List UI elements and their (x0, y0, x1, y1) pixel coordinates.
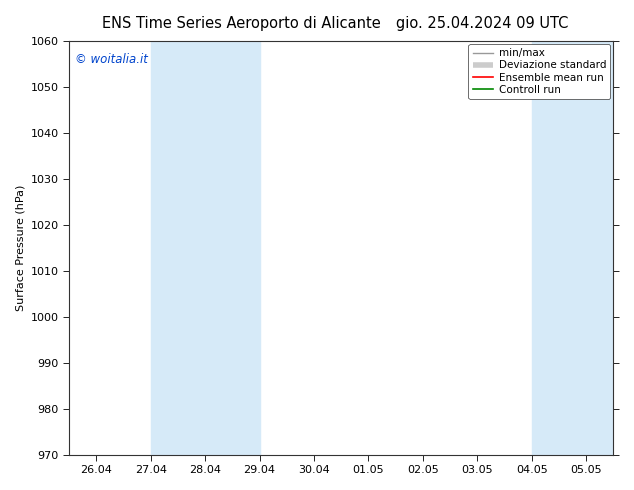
Bar (532, 41, 614, 455)
Text: © woitalia.it: © woitalia.it (75, 53, 148, 67)
Text: gio. 25.04.2024 09 UTC: gio. 25.04.2024 09 UTC (396, 16, 568, 31)
Text: ENS Time Series Aeroporto di Alicante: ENS Time Series Aeroporto di Alicante (101, 16, 380, 31)
Bar (151, 41, 259, 455)
Legend: min/max, Deviazione standard, Ensemble mean run, Controll run: min/max, Deviazione standard, Ensemble m… (469, 44, 611, 99)
Y-axis label: Surface Pressure (hPa): Surface Pressure (hPa) (15, 185, 25, 311)
